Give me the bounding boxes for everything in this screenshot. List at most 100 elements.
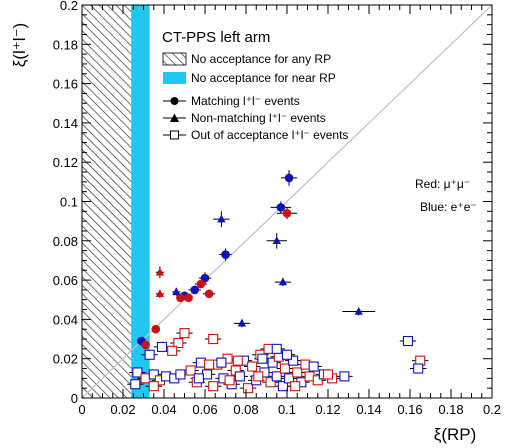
no-acceptance-near-rp-band bbox=[131, 5, 150, 398]
out-of-acceptance-event-point bbox=[292, 367, 303, 378]
legend-label: Matching l⁺l⁻ events bbox=[191, 94, 300, 108]
legend-entry-matching: Matching l⁺l⁻ events bbox=[163, 94, 300, 108]
out-of-acceptance-event-point bbox=[148, 369, 159, 380]
legend-triangle-marker bbox=[170, 113, 179, 122]
out-of-acceptance-event-point bbox=[304, 371, 315, 382]
out-of-acceptance-event-point bbox=[161, 371, 172, 382]
non-matching-event-point bbox=[278, 277, 288, 286]
x-tick-label: 0.06 bbox=[192, 402, 217, 417]
out-of-acceptance-event-point bbox=[288, 355, 299, 366]
out-of-acceptance-event-point bbox=[216, 357, 227, 368]
legend-entry-out-of-acceptance: Out of acceptance l⁺l⁻ events bbox=[163, 128, 348, 142]
out-of-acceptance-event-point bbox=[173, 337, 184, 349]
matching-event-point bbox=[282, 208, 292, 218]
y-tick-label: 0.08 bbox=[53, 234, 78, 249]
y-tick-label: 0.2 bbox=[60, 0, 78, 13]
diagonal-reference-line bbox=[82, 5, 492, 398]
non-matching-event-point bbox=[155, 289, 165, 298]
x-tick-label: 0.12 bbox=[315, 402, 340, 417]
legend-label: No acceptance for near RP bbox=[191, 71, 336, 85]
out-of-acceptance-event-point bbox=[271, 343, 282, 354]
out-of-acceptance-event-point bbox=[279, 363, 291, 374]
legend-label: No acceptance for any RP bbox=[191, 52, 331, 66]
non-matching-event-point bbox=[155, 267, 165, 276]
x-axis-label: ξ(RP) bbox=[434, 425, 477, 444]
matching-event-point bbox=[190, 285, 200, 295]
matching-event-point bbox=[184, 293, 193, 303]
out-of-acceptance-event-point bbox=[281, 349, 293, 360]
out-of-acceptance-event-point bbox=[130, 379, 141, 390]
out-of-acceptance-event-point bbox=[202, 369, 213, 380]
y-tick-label: 0 bbox=[71, 391, 78, 406]
matching-event-point bbox=[221, 250, 230, 259]
out-of-acceptance-event-point bbox=[208, 333, 219, 345]
out-of-acceptance-event-point bbox=[140, 373, 151, 384]
out-of-acceptance-event-point bbox=[204, 359, 215, 370]
out-of-acceptance-event-point bbox=[308, 361, 319, 372]
out-of-acceptance-event-point bbox=[339, 371, 350, 382]
matching-event-point bbox=[196, 279, 206, 289]
out-of-acceptance-event-point bbox=[175, 369, 186, 380]
non-matching-event-point bbox=[237, 318, 247, 327]
y-tick-label: 0.06 bbox=[53, 273, 78, 288]
out-of-acceptance-event-point bbox=[283, 373, 295, 384]
y-tick-label: 0.16 bbox=[53, 77, 78, 92]
x-tick-label: 0.16 bbox=[397, 402, 422, 417]
matching-event-point bbox=[176, 293, 185, 303]
legend-square-marker bbox=[170, 130, 179, 140]
out-of-acceptance-event-point bbox=[148, 381, 159, 392]
legend-entry-nonmatching: Non-matching l⁺l⁻ events bbox=[163, 111, 326, 125]
x-tick-label: 0.1 bbox=[278, 402, 296, 417]
legend-label: Non-matching l⁺l⁻ events bbox=[191, 111, 326, 125]
out-of-acceptance-event-point bbox=[263, 343, 274, 354]
out-of-acceptance-event-point bbox=[156, 341, 167, 352]
matching-event-point bbox=[204, 289, 214, 299]
y-tick-label: 0.18 bbox=[53, 37, 78, 52]
x-tick-label: 0.02 bbox=[110, 402, 135, 417]
x-tick-label: 0.18 bbox=[438, 402, 463, 417]
out-of-acceptance-event-point bbox=[267, 357, 278, 368]
out-of-acceptance-event-point bbox=[247, 361, 258, 372]
x-tick-label: 0.04 bbox=[151, 402, 176, 417]
x-tick-label: 0.2 bbox=[483, 402, 501, 417]
y-axis-label: ξ(l⁺l⁻) bbox=[10, 23, 29, 67]
x-tick-label: 0 bbox=[78, 402, 85, 417]
out-of-acceptance-event-point bbox=[271, 371, 282, 382]
legend-hatch-swatch bbox=[162, 52, 187, 66]
out-of-acceptance-event-point bbox=[185, 365, 196, 376]
out-of-acceptance-event-point bbox=[312, 375, 323, 386]
legend-entry-hatch: No acceptance for any RP bbox=[162, 52, 331, 66]
x-tick-label: 0.08 bbox=[233, 402, 258, 417]
matching-event-point bbox=[284, 173, 294, 183]
legend-cyan-swatch bbox=[163, 72, 186, 84]
annotation-red: Red: μ⁺μ⁻ bbox=[415, 177, 470, 191]
out-of-acceptance-event-point bbox=[234, 371, 245, 382]
out-of-acceptance-event-point bbox=[132, 367, 143, 378]
out-of-acceptance-event-point bbox=[167, 345, 178, 356]
out-of-acceptance-event-point bbox=[253, 371, 264, 382]
legend-label: Out of acceptance l⁺l⁻ events bbox=[191, 128, 348, 142]
out-of-acceptance-event-point bbox=[179, 328, 190, 339]
out-of-acceptance-event-point bbox=[193, 373, 204, 384]
legend-entry-cyan: No acceptance for near RP bbox=[163, 71, 336, 85]
y-tick-label: 0.12 bbox=[53, 155, 78, 170]
out-of-acceptance-event-point bbox=[232, 355, 243, 366]
matching-event-point bbox=[276, 203, 286, 212]
out-of-acceptance-event-point bbox=[277, 381, 288, 392]
non-matching-event-point bbox=[354, 306, 363, 315]
y-tick-label: 0.1 bbox=[60, 195, 78, 210]
matching-event-point bbox=[141, 340, 150, 350]
legend-circle-marker bbox=[170, 97, 179, 105]
out-of-acceptance-event-point bbox=[290, 381, 301, 392]
legend: CT-PPS left arm No acceptance for any RP… bbox=[162, 29, 348, 142]
annotation-blue: Blue: e⁺e⁻ bbox=[420, 200, 477, 214]
out-of-acceptance-event-point bbox=[243, 383, 254, 394]
matching-event-point bbox=[151, 324, 161, 334]
non-matching-event-point bbox=[172, 287, 181, 296]
chart-title: CT-PPS left arm bbox=[162, 29, 270, 46]
out-of-acceptance-event-point bbox=[322, 369, 334, 380]
out-of-acceptance-event-point bbox=[195, 357, 206, 368]
out-of-acceptance-event-point bbox=[265, 377, 276, 388]
out-of-acceptance-event-point bbox=[208, 381, 219, 392]
